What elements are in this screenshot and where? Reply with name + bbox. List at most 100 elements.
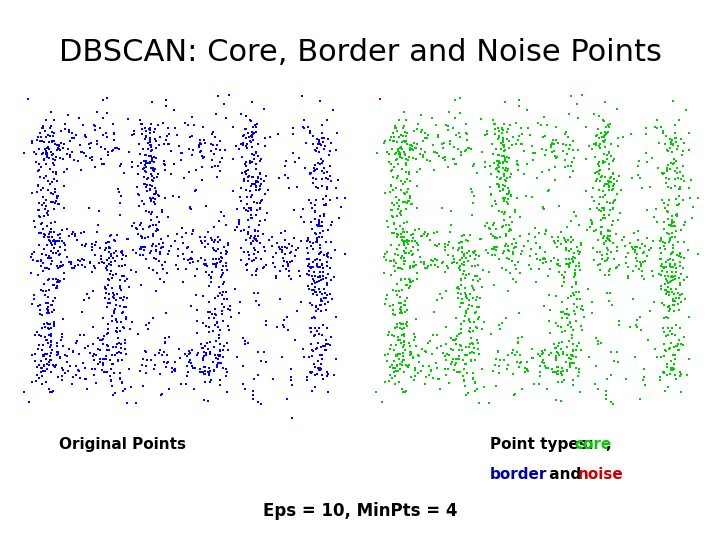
- Point: [80, 132, 91, 141]
- Point: [467, 210, 478, 219]
- Point: [682, 246, 693, 254]
- Point: [50, 167, 62, 176]
- Point: [491, 157, 503, 166]
- Point: [477, 325, 488, 333]
- Point: [115, 340, 127, 348]
- Point: [306, 286, 318, 294]
- Point: [140, 132, 152, 141]
- Point: [503, 220, 514, 229]
- Point: [662, 382, 674, 391]
- Point: [587, 298, 598, 307]
- Point: [117, 261, 128, 270]
- Point: [534, 352, 545, 361]
- Point: [402, 188, 413, 197]
- Point: [665, 255, 676, 264]
- Point: [528, 149, 539, 158]
- Point: [401, 174, 413, 183]
- Point: [394, 221, 405, 230]
- Point: [390, 259, 402, 267]
- Point: [469, 386, 481, 395]
- Point: [138, 355, 149, 363]
- Point: [46, 307, 58, 316]
- Point: [562, 294, 573, 303]
- Point: [208, 150, 220, 158]
- Point: [207, 357, 219, 366]
- Point: [658, 264, 670, 272]
- Point: [205, 233, 217, 242]
- Point: [473, 302, 485, 311]
- Point: [498, 210, 510, 218]
- Point: [452, 145, 464, 153]
- Point: [534, 371, 546, 380]
- Point: [497, 129, 508, 137]
- Point: [214, 235, 225, 244]
- Point: [660, 131, 672, 140]
- Point: [63, 125, 75, 134]
- Point: [404, 284, 415, 292]
- Point: [245, 137, 256, 145]
- Point: [309, 279, 320, 287]
- Point: [454, 256, 466, 265]
- Point: [68, 133, 80, 142]
- Point: [385, 257, 397, 266]
- Point: [405, 350, 417, 359]
- Point: [208, 246, 220, 254]
- Point: [618, 233, 630, 242]
- Point: [593, 112, 605, 121]
- Point: [254, 205, 266, 213]
- Point: [450, 339, 462, 348]
- Point: [574, 338, 585, 347]
- Point: [45, 301, 57, 309]
- Point: [454, 352, 465, 360]
- Point: [660, 275, 672, 284]
- Point: [114, 339, 125, 348]
- Point: [670, 261, 681, 269]
- Point: [43, 384, 55, 393]
- Point: [385, 206, 397, 215]
- Point: [507, 345, 518, 354]
- Point: [604, 237, 616, 245]
- Point: [643, 246, 654, 254]
- Point: [591, 130, 603, 139]
- Point: [596, 204, 608, 212]
- Point: [243, 227, 254, 236]
- Point: [397, 179, 408, 188]
- Point: [179, 118, 191, 127]
- Point: [400, 281, 411, 290]
- Point: [250, 122, 261, 131]
- Point: [310, 303, 322, 312]
- Point: [51, 278, 63, 286]
- Point: [629, 247, 640, 256]
- Point: [150, 200, 161, 209]
- Point: [18, 388, 30, 396]
- Point: [488, 120, 500, 129]
- Point: [509, 208, 521, 217]
- Point: [665, 165, 676, 173]
- Point: [511, 160, 523, 168]
- Point: [515, 213, 526, 222]
- Point: [647, 272, 659, 281]
- Point: [103, 290, 114, 299]
- Point: [64, 361, 76, 370]
- Point: [54, 262, 66, 271]
- Point: [248, 234, 260, 242]
- Point: [667, 244, 678, 253]
- Point: [45, 337, 57, 346]
- Point: [155, 248, 166, 256]
- Point: [189, 364, 201, 373]
- Point: [398, 121, 410, 130]
- Point: [305, 218, 317, 226]
- Point: [194, 148, 205, 157]
- Point: [510, 265, 521, 273]
- Point: [471, 323, 482, 332]
- Point: [656, 254, 667, 263]
- Point: [469, 247, 480, 255]
- Point: [503, 154, 515, 163]
- Point: [102, 281, 114, 289]
- Point: [35, 212, 46, 221]
- Point: [397, 348, 409, 357]
- Point: [99, 283, 111, 292]
- Point: [145, 215, 157, 224]
- Point: [250, 177, 261, 186]
- Point: [149, 194, 161, 203]
